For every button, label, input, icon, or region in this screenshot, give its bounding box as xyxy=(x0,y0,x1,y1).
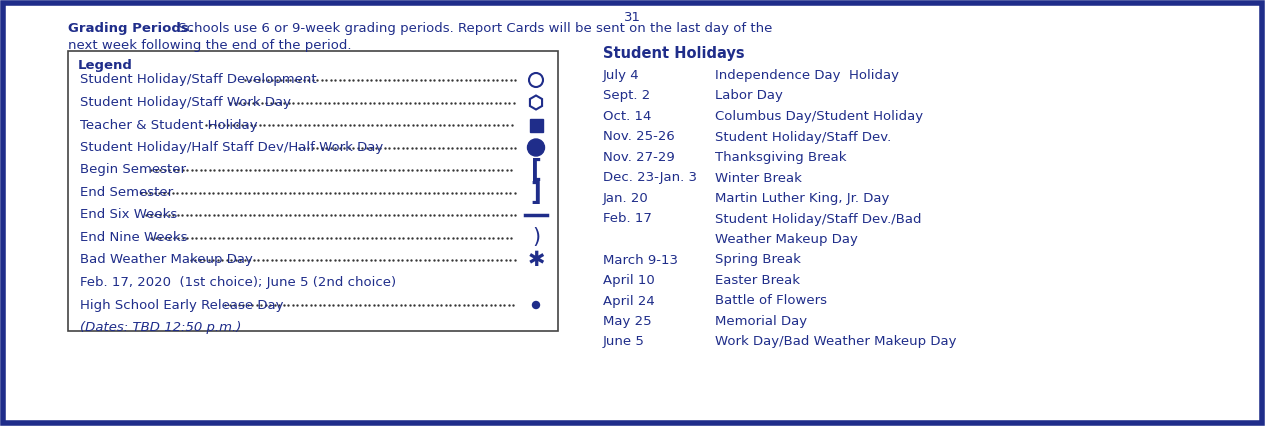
Bar xyxy=(530,118,543,132)
Text: Battle of Flowers: Battle of Flowers xyxy=(715,294,827,308)
Text: Sept. 2: Sept. 2 xyxy=(603,89,650,103)
Text: Jan. 20: Jan. 20 xyxy=(603,192,649,205)
Text: End Nine Weeks: End Nine Weeks xyxy=(80,231,187,244)
Text: Labor Day: Labor Day xyxy=(715,89,783,103)
Text: Weather Makeup Day: Weather Makeup Day xyxy=(715,233,858,246)
Text: Spring Break: Spring Break xyxy=(715,253,801,267)
Text: Memorial Day: Memorial Day xyxy=(715,315,807,328)
Text: End Semester: End Semester xyxy=(80,186,173,199)
Text: Nov. 27-29: Nov. 27-29 xyxy=(603,151,674,164)
Text: Work Day/Bad Weather Makeup Day: Work Day/Bad Weather Makeup Day xyxy=(715,336,956,348)
Text: Nov. 25-26: Nov. 25-26 xyxy=(603,130,674,144)
Text: Student Holiday/Staff Work Day: Student Holiday/Staff Work Day xyxy=(80,96,291,109)
Text: Legend: Legend xyxy=(78,59,133,72)
Text: [: [ xyxy=(530,158,541,182)
Text: Bad Weather Makeup Day: Bad Weather Makeup Day xyxy=(80,253,253,267)
Polygon shape xyxy=(530,95,543,109)
Text: Easter Break: Easter Break xyxy=(715,274,799,287)
Text: Independence Day  Holiday: Independence Day Holiday xyxy=(715,69,899,82)
Text: End Six Weeks: End Six Weeks xyxy=(80,208,177,222)
Text: Student Holiday/Staff Development: Student Holiday/Staff Development xyxy=(80,74,316,86)
Text: April 10: April 10 xyxy=(603,274,655,287)
FancyBboxPatch shape xyxy=(68,51,558,331)
Text: Student Holidays: Student Holidays xyxy=(603,46,745,61)
Text: Teacher & Student Holiday: Teacher & Student Holiday xyxy=(80,118,258,132)
Text: (Dates: TBD 12:50 p.m.): (Dates: TBD 12:50 p.m.) xyxy=(80,321,242,334)
Text: June 5: June 5 xyxy=(603,336,645,348)
Text: ): ) xyxy=(533,227,540,248)
Text: Winter Break: Winter Break xyxy=(715,172,802,184)
Text: Student Holiday/Half Staff Dev/Half Work Day: Student Holiday/Half Staff Dev/Half Work… xyxy=(80,141,383,154)
Text: Student Holiday/Staff Dev./Bad: Student Holiday/Staff Dev./Bad xyxy=(715,213,921,225)
Text: April 24: April 24 xyxy=(603,294,655,308)
Text: Student Holiday/Staff Dev.: Student Holiday/Staff Dev. xyxy=(715,130,892,144)
Circle shape xyxy=(529,73,543,87)
Text: Grading Periods.: Grading Periods. xyxy=(68,22,194,35)
Text: Feb. 17: Feb. 17 xyxy=(603,213,651,225)
Text: Thanksgiving Break: Thanksgiving Break xyxy=(715,151,846,164)
Text: July 4: July 4 xyxy=(603,69,640,82)
Text: Oct. 14: Oct. 14 xyxy=(603,110,651,123)
Text: Dec. 23-Jan. 3: Dec. 23-Jan. 3 xyxy=(603,172,697,184)
Text: Martin Luther King, Jr. Day: Martin Luther King, Jr. Day xyxy=(715,192,889,205)
Circle shape xyxy=(528,139,544,156)
Text: Feb. 17, 2020  (1st choice); June 5 (2nd choice): Feb. 17, 2020 (1st choice); June 5 (2nd … xyxy=(80,276,396,289)
Text: High School Early Release Day: High School Early Release Day xyxy=(80,299,283,311)
Text: ✱: ✱ xyxy=(528,250,545,270)
Text: Schools use 6 or 9-week grading periods. Report Cards will be sent on the last d: Schools use 6 or 9-week grading periods.… xyxy=(175,22,773,35)
Text: Begin Semester: Begin Semester xyxy=(80,164,186,176)
Text: Columbus Day/Student Holiday: Columbus Day/Student Holiday xyxy=(715,110,923,123)
Text: March 9-13: March 9-13 xyxy=(603,253,678,267)
Circle shape xyxy=(533,302,539,308)
Text: ]: ] xyxy=(530,181,541,204)
Text: next week following the end of the period.: next week following the end of the perio… xyxy=(68,39,352,52)
Text: 31: 31 xyxy=(624,11,640,24)
Text: May 25: May 25 xyxy=(603,315,651,328)
